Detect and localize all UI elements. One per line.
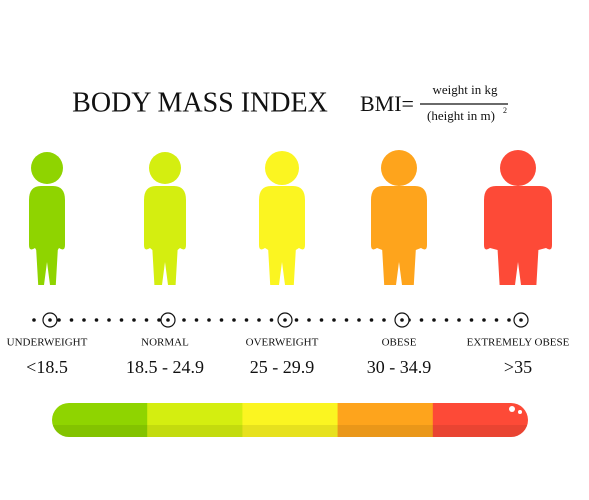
formula-denominator: (height in m)	[427, 108, 495, 123]
scale-dot	[432, 318, 436, 322]
scale-dot	[294, 318, 299, 322]
scale-dot	[132, 318, 136, 322]
bar-segment	[337, 403, 434, 437]
formula-lhs: BMI=	[360, 91, 414, 116]
bar-shade	[52, 425, 528, 437]
category-label: OBESE	[382, 337, 417, 349]
scale-dot	[319, 318, 324, 322]
category-label: OVERWEIGHT	[246, 337, 319, 349]
scale-dot	[119, 318, 124, 322]
category-range: 18.5 - 24.9	[126, 357, 204, 377]
scale-dot	[157, 318, 161, 322]
body-figure	[144, 186, 186, 285]
scale-dot	[307, 318, 311, 322]
scale-dot	[69, 318, 74, 322]
bar-segment	[52, 403, 148, 437]
title: BODY MASS INDEX	[72, 87, 328, 118]
scale-dot	[419, 318, 424, 322]
bar-shine	[518, 410, 522, 414]
scale-dot	[94, 318, 99, 322]
bar-segment	[147, 403, 243, 437]
category-label: NORMAL	[141, 337, 189, 349]
bar-shine	[509, 406, 515, 412]
scale-dot	[382, 318, 386, 322]
scale-dot	[207, 318, 211, 322]
scale-dot	[507, 318, 511, 322]
scale-dot	[357, 318, 361, 322]
head	[381, 150, 417, 186]
scale-marker-dot	[519, 318, 523, 322]
body-figure	[29, 186, 65, 285]
scale-dot	[82, 318, 86, 322]
scale-dot	[457, 318, 461, 322]
category-range: 30 - 34.9	[367, 357, 432, 377]
scale-marker-dot	[48, 318, 52, 322]
scale-dot	[57, 318, 61, 322]
scale-dot	[257, 318, 261, 322]
scale-marker-dot	[283, 318, 287, 322]
body-figure	[371, 186, 427, 285]
scale-dot	[107, 318, 111, 322]
scale-dot	[369, 318, 374, 322]
head	[149, 152, 181, 184]
scale-dot	[244, 318, 249, 322]
scale-dot	[194, 318, 199, 322]
category-range: >35	[504, 357, 532, 377]
head	[31, 152, 63, 184]
scale-dot	[444, 318, 449, 322]
category-range: <18.5	[26, 357, 68, 377]
head	[265, 151, 299, 185]
scale-dot	[344, 318, 349, 322]
category-label: UNDERWEIGHT	[7, 337, 88, 349]
body-figure	[259, 186, 305, 285]
formula-exponent: 2	[503, 106, 507, 115]
scale-dot	[32, 318, 36, 322]
scale-dot	[269, 318, 274, 322]
scale-dot	[144, 318, 149, 322]
scale-dot	[332, 318, 336, 322]
formula-numerator: weight in kg	[433, 82, 498, 97]
scale-dot	[469, 318, 474, 322]
category-range: 25 - 29.9	[250, 357, 315, 377]
category-label: EXTREMELY OBESE	[467, 337, 570, 349]
scale-dot	[232, 318, 236, 322]
bar-segment	[242, 403, 339, 437]
scale-marker-dot	[166, 318, 170, 322]
head	[500, 150, 536, 186]
scale-dot	[182, 318, 186, 322]
scale-dot	[494, 318, 499, 322]
scale-marker-dot	[400, 318, 404, 322]
scale-dot	[219, 318, 224, 322]
scale-dot	[482, 318, 486, 322]
body-figure	[484, 186, 552, 285]
